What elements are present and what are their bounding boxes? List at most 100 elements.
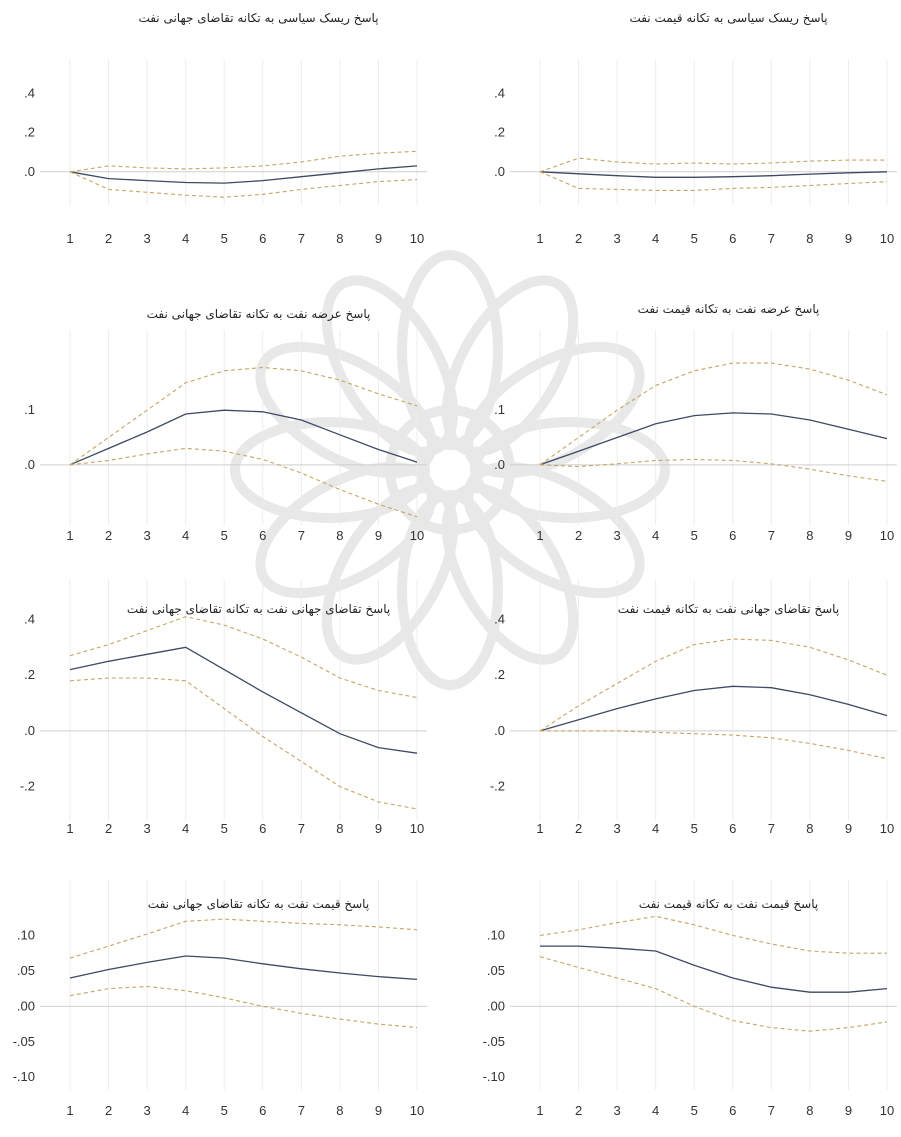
x-tick-label: 2 [105,821,112,836]
y-tick-label: .2 [494,667,505,682]
x-tick-label: 6 [729,1103,736,1118]
x-tick-label: 9 [375,528,382,543]
y-tick-label: .00 [487,998,505,1013]
panel-title: پاسخ قیمت نفت به تکانه قیمت نفت [639,897,818,911]
confidence-band-upper [69,918,418,959]
y-tick-label: .2 [24,667,35,682]
x-tick-label: 10 [410,528,424,543]
confidence-band-upper [69,366,418,466]
y-tick-label: .0 [24,723,35,738]
x-tick-label: 4 [652,231,659,246]
x-tick-label: 8 [336,821,343,836]
response-line [539,412,888,466]
x-tick-label: 3 [143,1103,150,1118]
panel-title: پاسخ قیمت نفت به تکانه تقاضای جهانی نفت [148,897,369,911]
y-tick-label: .0 [494,457,505,472]
x-tick-label: 1 [66,231,73,246]
x-tick-label: 9 [845,528,852,543]
panel-grid: پاسخ ریسک سیاسی به تکانه تقاضای جهانی نف… [13,11,897,1118]
x-tick-label: 10 [880,1103,894,1118]
x-tick-label: 7 [298,528,305,543]
y-tick-label: .4 [24,86,35,101]
confidence-band-lower [69,171,418,198]
confidence-band-upper [69,616,418,699]
x-tick-label: 5 [691,231,698,246]
x-tick-label: 10 [880,528,894,543]
y-tick-label: .10 [17,927,35,942]
y-tick-label: .1 [494,402,505,417]
x-tick-label: 9 [845,1103,852,1118]
x-tick-label: 8 [336,528,343,543]
y-tick-label: .2 [24,125,35,140]
x-tick-label: 1 [536,821,543,836]
panel-title: پاسخ ریسک سیاسی به تکانه تقاضای جهانی نف… [138,11,378,26]
x-tick-label: 2 [575,231,582,246]
confidence-band-upper [539,157,887,173]
x-tick-label: 5 [691,821,698,836]
rosette-petal [397,490,503,690]
x-tick-label: 1 [66,1103,73,1118]
x-tick-label: 6 [729,821,736,836]
x-tick-label: 5 [221,1103,228,1118]
irf-panel-2: پاسخ ریسک سیاسی به تکانه قیمت نفت .0 .2 .4 1… [494,11,897,246]
rosette-petal [255,461,437,599]
x-tick-label: 6 [259,1103,266,1118]
y-tick-label: .0 [24,457,35,472]
x-tick-label: 9 [845,821,852,836]
x-tick-label: 3 [613,231,620,246]
response-line [69,955,418,981]
response-line [539,171,888,178]
x-tick-label: 2 [105,231,112,246]
irf-panel-6: پاسخ تقاضای جهانی نفت به تکانه قیمت نفت -… [490,580,897,836]
y-tick-label: -.2 [490,779,505,794]
rosette-petal [321,483,459,665]
x-tick-label: 6 [259,821,266,836]
y-tick-label: -.10 [13,1069,35,1084]
irf-panel-5: پاسخ تقاضای جهانی نفت به تکانه تقاضای جه… [20,580,427,836]
panel-title: پاسخ تقاضای جهانی نفت به تکانه تقاضای جه… [127,602,390,616]
y-tick-label: -.2 [20,779,35,794]
x-tick-label: 9 [375,231,382,246]
x-tick-label: 2 [575,528,582,543]
x-tick-label: 3 [143,821,150,836]
confidence-band-lower [69,677,418,810]
x-tick-label: 4 [182,528,189,543]
rosette-petal [441,483,579,665]
x-tick-label: 4 [652,528,659,543]
irf-panel-4: پاسخ عرضه نفت به تکانه قیمت نفت .0 .1 1 2 3 4 5… [494,302,897,543]
x-tick-label: 6 [729,528,736,543]
x-tick-label: 7 [768,1103,775,1118]
x-tick-label: 5 [691,528,698,543]
rosette-petal [470,417,670,523]
confidence-band-lower [539,458,888,482]
x-tick-label: 7 [768,821,775,836]
confidence-band-upper [539,638,888,732]
irf-panel-7: پاسخ قیمت نفت به تکانه تقاضای جهانی نفت -… [13,880,427,1118]
background-rosette-watermark [230,250,670,690]
x-tick-label: 7 [768,528,775,543]
confidence-band-upper [539,362,888,466]
x-tick-label: 10 [410,231,424,246]
panel-title: پاسخ تقاضای جهانی نفت به تکانه قیمت نفت [618,602,839,616]
y-tick-label: .0 [494,723,505,738]
x-tick-label: 9 [375,821,382,836]
confidence-band-lower [540,730,888,760]
x-tick-label: 3 [143,528,150,543]
x-tick-label: 8 [806,231,813,246]
x-tick-label: 3 [613,1103,620,1118]
x-tick-label: 1 [536,528,543,543]
x-tick-label: 4 [182,231,189,246]
rosette-petal [321,275,459,457]
rosette-petal [441,275,579,457]
y-tick-label: .2 [494,125,505,140]
y-tick-label: .0 [494,164,505,179]
y-tick-label: .00 [17,998,35,1013]
x-tick-label: 8 [806,821,813,836]
response-line [69,165,418,184]
x-tick-label: 4 [652,821,659,836]
x-tick-label: 7 [298,821,305,836]
panel-title: پاسخ عرضه نفت به تکانه تقاضای جهانی نفت [147,307,371,322]
x-tick-label: 10 [880,231,894,246]
x-tick-label: 10 [410,1103,424,1118]
confidence-band-lower [539,171,888,191]
